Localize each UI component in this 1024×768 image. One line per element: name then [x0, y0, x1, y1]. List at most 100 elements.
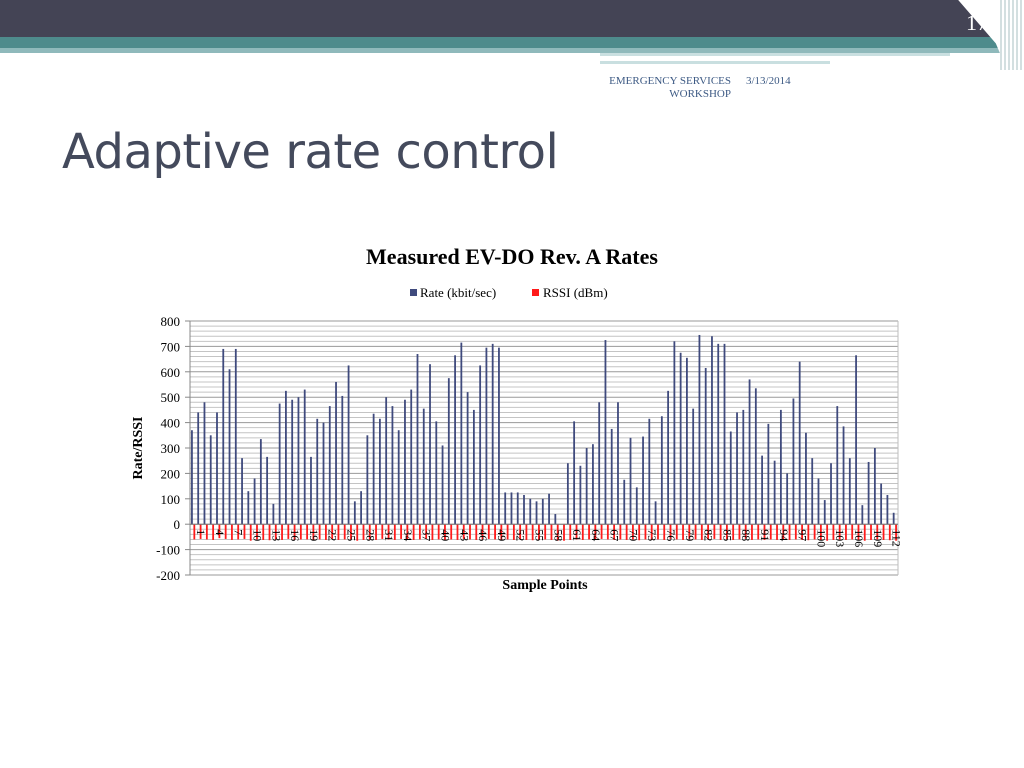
rate-bar [617, 402, 619, 525]
rate-bar [303, 389, 306, 525]
rssi-bar [863, 524, 866, 541]
x-category-label: 76 [664, 529, 678, 541]
rssi-bar [857, 524, 860, 540]
x-category-label: 64 [589, 529, 603, 541]
rssi-bar [851, 524, 854, 540]
x-category-label: 103 [833, 529, 847, 547]
rssi-bar [738, 524, 741, 540]
rate-bar [635, 487, 638, 525]
x-category-label: 85 [720, 529, 734, 541]
rate-bar [228, 369, 231, 525]
rssi-bar [437, 524, 440, 540]
rate-bar [660, 416, 663, 525]
rssi-bar [400, 524, 402, 539]
rate-bar [510, 492, 513, 525]
y-tick-label: 800 [161, 314, 181, 329]
rate-bar [717, 343, 720, 525]
rssi-bar [299, 524, 302, 540]
x-category-label: 70 [626, 529, 640, 541]
rate-bar [867, 461, 870, 525]
rssi-bar [882, 524, 885, 540]
rssi-bar [682, 524, 684, 540]
rate-bar [241, 458, 243, 525]
x-category-label: 52 [514, 529, 528, 541]
rssi-bar [512, 524, 515, 540]
x-category-label: 97 [796, 529, 810, 541]
rate-bar [422, 408, 425, 525]
rssi-bar [231, 524, 233, 540]
x-category-label: 19 [307, 529, 321, 541]
footer-date: 3/13/2014 [746, 75, 791, 87]
rssi-bar [469, 524, 471, 540]
rssi-bar [725, 524, 728, 540]
x-category-label: 88 [739, 529, 753, 541]
rssi-bar [431, 524, 434, 540]
y-tick-label: 400 [161, 416, 181, 431]
rssi-bar [350, 524, 352, 540]
header-stripe-light [0, 48, 1024, 53]
rate-bar [786, 473, 789, 525]
rssi-bar [500, 524, 503, 540]
x-category-label: 34 [401, 529, 415, 541]
rate-bar [880, 483, 883, 525]
rate-bar [454, 355, 456, 525]
rssi-bar [243, 524, 246, 539]
x-category-label: 94 [777, 529, 791, 541]
rate-bar [704, 367, 707, 525]
rate-bar [378, 418, 381, 525]
legend-label-rate: Rate (kbit/sec) [420, 285, 496, 300]
rssi-bar [368, 524, 371, 540]
rssi-bar [594, 524, 597, 540]
rssi-bar [895, 524, 897, 541]
rate-bar [748, 379, 751, 525]
rssi-bar [707, 524, 710, 540]
rate-bar [523, 494, 525, 525]
rate-bar [692, 408, 695, 525]
rate-bar [278, 403, 281, 525]
legend: Rate (kbit/sec) RSSI (dBm) [410, 285, 608, 300]
x-category-label: 61 [570, 529, 584, 541]
rate-bar [335, 381, 337, 525]
rssi-bar [519, 524, 522, 540]
x-category-label: 22 [326, 529, 340, 541]
rssi-bar [801, 524, 803, 540]
rate-bar [679, 352, 682, 525]
rate-bar [736, 412, 738, 525]
rate-bar [416, 354, 419, 525]
rate-bar [779, 409, 782, 525]
x-category-label: 100 [814, 529, 828, 547]
rate-bar [673, 341, 676, 525]
rate-bar [460, 342, 463, 525]
rate-bar [830, 463, 832, 525]
y-tick-label: 500 [161, 390, 181, 405]
rate-bar [873, 448, 876, 525]
rssi-bar [581, 524, 584, 540]
rate-bar [272, 503, 275, 525]
rate-bar [535, 501, 538, 525]
rate-bar [729, 431, 732, 525]
y-tick-label: 600 [161, 365, 181, 380]
rssi-bar [406, 524, 409, 540]
rate-bar [191, 430, 193, 525]
rssi-bar [281, 524, 283, 540]
y-tick-label: -100 [156, 543, 180, 558]
rate-bar [623, 479, 626, 525]
rate-bar [372, 413, 375, 525]
rssi-bar [450, 524, 453, 540]
x-category-label: 73 [645, 529, 659, 541]
rssi-bar [769, 524, 772, 540]
rssi-bar [481, 524, 484, 540]
rate-bar [742, 409, 745, 525]
rate-bar [291, 399, 294, 525]
rate-bar [604, 340, 607, 525]
rssi-bar [600, 524, 603, 539]
x-axis-labels: 1 4 7 10 13 16 19 22 25 28 31 34 37 40 43 46 49 52 55 58 61 6… [194, 529, 903, 547]
rate-bar [805, 432, 807, 525]
rssi-bar [563, 524, 565, 541]
rate-bar [234, 348, 237, 525]
rate-bar [823, 500, 826, 525]
rssi-bar [525, 524, 528, 540]
rate-bar [861, 505, 864, 525]
rate-bar [516, 492, 519, 525]
